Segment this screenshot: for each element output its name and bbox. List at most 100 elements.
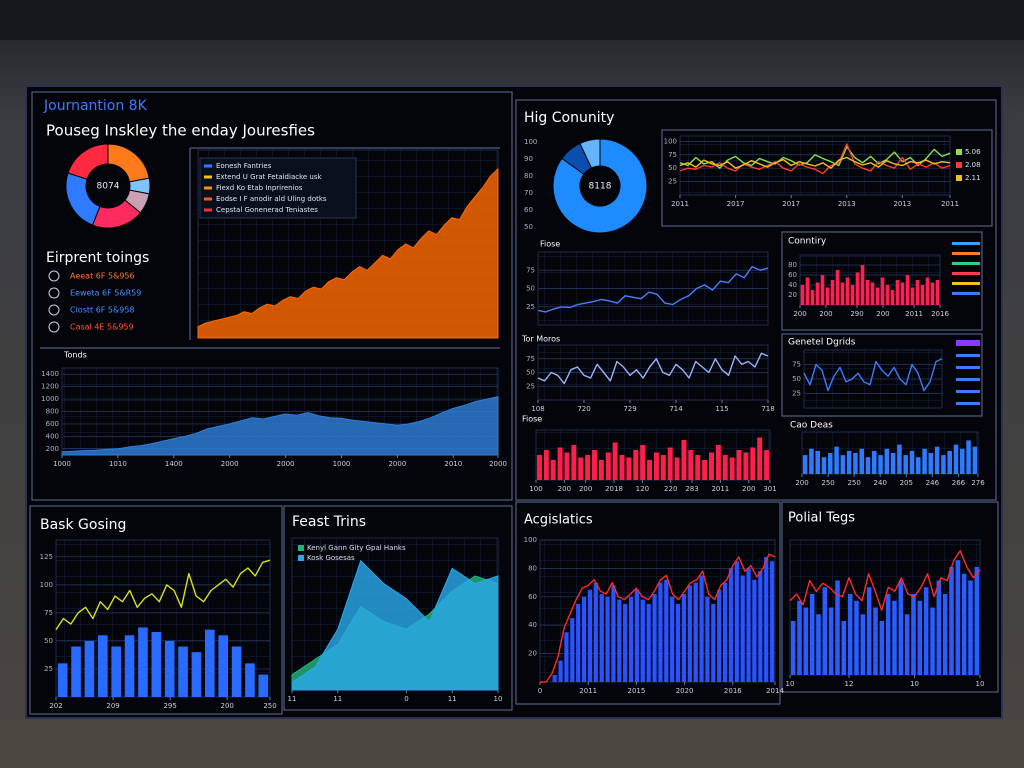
bar xyxy=(576,603,581,682)
x-tick-label: 2018 xyxy=(605,485,623,493)
bar xyxy=(653,452,659,480)
legend-swatch xyxy=(956,162,962,168)
bar xyxy=(884,448,890,474)
bar xyxy=(84,640,95,697)
bar xyxy=(124,635,135,697)
bar xyxy=(752,579,757,682)
stripes xyxy=(952,242,980,405)
bar xyxy=(658,582,663,682)
legend-label: 2.08 xyxy=(965,161,981,169)
bar xyxy=(111,646,122,697)
bar xyxy=(599,593,604,682)
plot-area xyxy=(535,429,771,481)
x-tick-label: 11 xyxy=(448,695,457,703)
y-tick-label: 25 xyxy=(526,303,535,311)
x-tick-label: 108 xyxy=(531,405,544,413)
bar xyxy=(942,594,948,675)
bar xyxy=(845,277,850,305)
list-title: Eirprent toings xyxy=(46,250,149,266)
x-tick-label: 0 xyxy=(404,695,408,703)
bar xyxy=(705,596,710,682)
x-tick-label: 1000 xyxy=(333,460,351,468)
line xyxy=(537,265,769,313)
x-tick-label: 200 xyxy=(876,310,889,318)
y-tick-label: 80 xyxy=(528,564,537,572)
bar xyxy=(138,627,148,697)
bar xyxy=(873,607,878,675)
bar xyxy=(828,607,834,675)
legend-label: Extend U Grat Fetaidiacke usk xyxy=(216,173,323,181)
bar xyxy=(688,450,694,480)
x-tick-label: 2014 xyxy=(766,687,784,695)
bar xyxy=(647,460,653,480)
sub-panel xyxy=(781,231,983,331)
bar xyxy=(97,635,108,697)
x-tick-label: 120 xyxy=(636,485,649,493)
x-tick-label: 2017 xyxy=(727,200,745,208)
bar xyxy=(670,596,675,682)
bar xyxy=(885,285,890,305)
scale-label: 100 xyxy=(524,138,537,146)
bar xyxy=(847,594,853,675)
bar xyxy=(955,560,961,675)
bar xyxy=(151,631,162,697)
bar xyxy=(949,567,954,675)
scale-label: 50 xyxy=(524,223,533,231)
scale-label: 90 xyxy=(524,155,533,163)
bar xyxy=(693,582,698,682)
stripe xyxy=(952,242,980,245)
line xyxy=(540,553,776,683)
bar xyxy=(702,460,708,480)
bar xyxy=(617,599,622,682)
bar xyxy=(890,453,896,474)
bar xyxy=(797,600,802,675)
bar xyxy=(860,614,866,675)
y-tick-label: 25 xyxy=(668,178,677,186)
x-tick-label: 10 xyxy=(494,695,503,703)
y-tick-label: 25 xyxy=(792,390,801,398)
line xyxy=(537,352,769,385)
bar xyxy=(815,282,820,305)
y-tick-label: 50 xyxy=(668,164,677,172)
pie-slice xyxy=(67,143,109,180)
bar xyxy=(758,571,763,682)
bar xyxy=(633,450,639,480)
list-item: Clostt 6F 5&958 xyxy=(70,306,135,315)
bar xyxy=(558,660,563,682)
bar xyxy=(204,629,215,697)
stripe xyxy=(952,292,980,295)
y-tick-label: 25 xyxy=(526,382,535,390)
line xyxy=(679,143,951,175)
x-tick-label: 10 xyxy=(976,680,985,688)
bar xyxy=(750,447,756,480)
bar xyxy=(715,445,721,480)
bar xyxy=(841,621,847,675)
bar xyxy=(803,607,809,675)
bar xyxy=(870,282,875,305)
bar xyxy=(592,450,597,480)
pie-center-label: 8118 xyxy=(589,182,612,192)
panel-borders xyxy=(29,91,999,715)
y-tick-label: 80 xyxy=(788,261,797,269)
y-tick-label: 1200 xyxy=(41,383,59,391)
x-tick-label: 2000 xyxy=(221,460,239,468)
bar xyxy=(681,440,687,480)
bar xyxy=(729,457,735,480)
panel xyxy=(515,501,781,705)
bar xyxy=(191,652,202,697)
chart-title: Conntiry xyxy=(788,237,827,247)
list-item: Eeweta 6F 5&R59 xyxy=(70,289,141,298)
bar xyxy=(846,450,852,474)
x-tick-label: 283 xyxy=(685,485,698,493)
bar xyxy=(543,450,549,480)
legend-swatch xyxy=(204,208,212,212)
bar xyxy=(675,603,681,682)
legend-swatch xyxy=(956,175,962,181)
bar xyxy=(922,448,927,474)
bar xyxy=(925,277,930,305)
bar xyxy=(834,446,839,474)
scale-label: 70 xyxy=(524,189,533,197)
legend-box xyxy=(199,157,357,219)
bar xyxy=(897,444,902,474)
